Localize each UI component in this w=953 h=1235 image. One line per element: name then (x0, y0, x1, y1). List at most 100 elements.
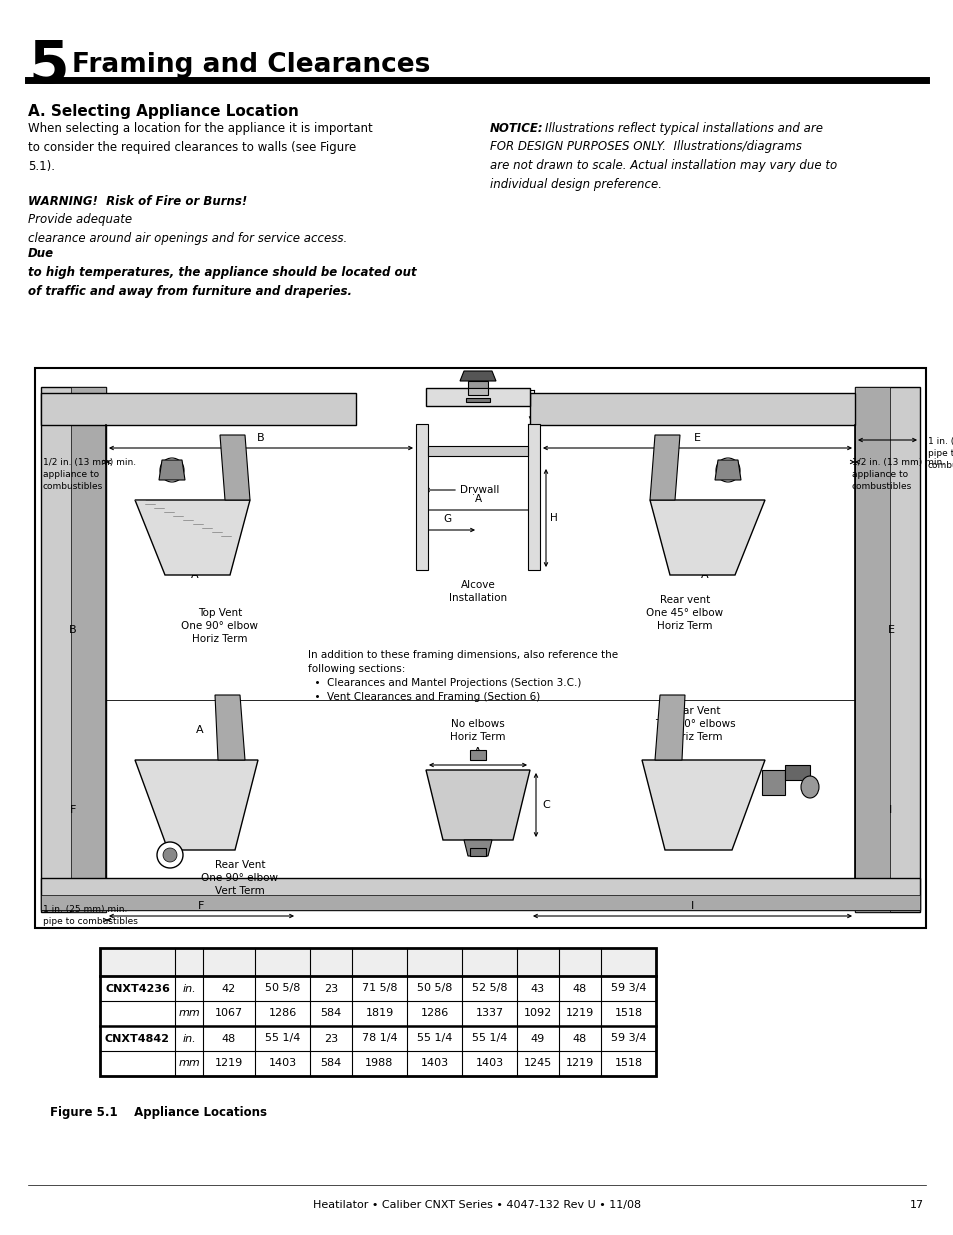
Polygon shape (463, 840, 492, 856)
Bar (100, 948, 656, 1076)
Text: 55 1/4: 55 1/4 (265, 1034, 300, 1044)
Text: A: A (196, 725, 204, 735)
Text: 55 1/4: 55 1/4 (472, 1034, 507, 1044)
Text: 52 5/8: 52 5/8 (471, 983, 507, 993)
Text: Rear vent
One 45° elbow
Horiz Term: Rear vent One 45° elbow Horiz Term (646, 595, 722, 631)
Text: 50 5/8: 50 5/8 (265, 983, 300, 993)
Bar (468, 382, 488, 388)
Text: 1819: 1819 (365, 1009, 394, 1019)
Text: in.: in. (182, 983, 195, 993)
Text: 584: 584 (320, 1058, 341, 1068)
Bar (41, 895, 919, 910)
Text: Rear Vent
Two 90° elbows
Horiz Term: Rear Vent Two 90° elbows Horiz Term (654, 705, 735, 742)
Bar (530, 393, 854, 425)
Text: A: A (224, 956, 233, 968)
Polygon shape (714, 459, 740, 480)
Text: 1 in. (25 mm) min.
pipe to combustibles: 1 in. (25 mm) min. pipe to combustibles (43, 905, 138, 926)
Text: 48: 48 (222, 1034, 236, 1044)
Text: B: B (70, 625, 77, 635)
Text: A: A (204, 810, 212, 820)
Text: 42: 42 (222, 983, 236, 993)
Text: Figure 5.1    Appliance Locations: Figure 5.1 Appliance Locations (50, 1107, 267, 1119)
Text: 1219: 1219 (214, 1058, 243, 1068)
Bar (468, 388, 488, 395)
Circle shape (157, 842, 183, 868)
Polygon shape (220, 435, 250, 500)
Text: A: A (685, 805, 693, 815)
Text: 1/2 in. (13 mm) min.
appliance to
combustibles: 1/2 in. (13 mm) min. appliance to combus… (851, 458, 944, 490)
Polygon shape (135, 500, 250, 576)
Bar (428, 446, 527, 456)
Text: I: I (625, 956, 630, 968)
Text: 1067: 1067 (214, 1009, 243, 1019)
Text: 49: 49 (530, 1034, 544, 1044)
Text: 71 5/8: 71 5/8 (361, 983, 396, 993)
Text: A. Selecting Appliance Location: A. Selecting Appliance Location (28, 104, 298, 119)
Text: B: B (257, 433, 265, 443)
Text: H: H (550, 513, 558, 522)
Polygon shape (649, 435, 679, 500)
Text: A: A (474, 747, 481, 757)
Text: C: C (541, 800, 549, 810)
Text: 23: 23 (324, 983, 337, 993)
Text: Due
to high temperatures, the appliance should be located out
of traffic and awa: Due to high temperatures, the appliance … (28, 247, 416, 298)
Text: 59 3/4: 59 3/4 (610, 983, 645, 993)
Text: No elbows
Horiz Term: No elbows Horiz Term (450, 719, 505, 742)
Bar (527, 424, 539, 571)
Text: 1219: 1219 (565, 1009, 594, 1019)
Polygon shape (459, 370, 496, 382)
Polygon shape (761, 769, 784, 795)
Text: NOTICE:: NOTICE: (490, 122, 543, 135)
Text: 1403: 1403 (420, 1058, 448, 1068)
Bar (470, 848, 485, 856)
Bar (470, 750, 485, 760)
Text: 59 3/4: 59 3/4 (610, 1034, 645, 1044)
Bar (41, 393, 355, 425)
Text: Heatilator • Caliber CNXT Series • 4047-132 Rev U • 11/08: Heatilator • Caliber CNXT Series • 4047-… (313, 1200, 640, 1210)
Text: 78 1/4: 78 1/4 (361, 1034, 396, 1044)
Text: F: F (485, 956, 494, 968)
Bar (784, 764, 809, 781)
Text: CNXT4842: CNXT4842 (105, 1034, 170, 1044)
Bar (71, 387, 106, 911)
Text: Framing and Clearances: Framing and Clearances (71, 52, 430, 78)
Text: 584: 584 (320, 1009, 341, 1019)
Text: 1286: 1286 (268, 1009, 296, 1019)
Text: mm: mm (178, 1009, 200, 1019)
Circle shape (160, 458, 184, 482)
Text: D: D (374, 956, 384, 968)
Text: A: A (474, 494, 481, 504)
Text: Model #: Model # (109, 956, 166, 968)
Text: I: I (888, 805, 892, 815)
Bar (854, 387, 889, 911)
Text: E: E (430, 956, 438, 968)
Bar (465, 398, 490, 403)
Text: A: A (700, 571, 708, 580)
Polygon shape (426, 769, 530, 840)
Text: 1988: 1988 (365, 1058, 394, 1068)
Text: 1403: 1403 (268, 1058, 296, 1068)
Text: E: E (886, 625, 894, 635)
Text: in.: in. (182, 1034, 195, 1044)
Text: Alcove
Installation: Alcove Installation (449, 580, 507, 603)
Text: B: B (277, 956, 287, 968)
Text: mm: mm (178, 1058, 200, 1068)
Text: 17: 17 (909, 1200, 923, 1210)
Polygon shape (655, 695, 684, 760)
Text: When selecting a location for the appliance it is important
to consider the requ: When selecting a location for the applia… (28, 122, 373, 173)
Bar (100, 948, 656, 976)
Text: 1245: 1245 (523, 1058, 552, 1068)
Bar (41, 878, 919, 910)
Bar (854, 387, 919, 911)
Text: 1286: 1286 (420, 1009, 448, 1019)
Text: F: F (198, 902, 205, 911)
Polygon shape (641, 760, 764, 850)
Text: 55 1/4: 55 1/4 (416, 1034, 452, 1044)
Text: I: I (690, 902, 694, 911)
Ellipse shape (801, 776, 818, 798)
Text: 1 in. (25 mm) mi
pipe to
combustibles: 1 in. (25 mm) mi pipe to combustibles (927, 437, 953, 469)
Text: Illustrations reflect typical installations and are: Illustrations reflect typical installati… (544, 122, 822, 135)
Text: Rear Vent
One 90° elbow
Vert Term: Rear Vent One 90° elbow Vert Term (201, 860, 278, 897)
Bar (41, 387, 106, 911)
Text: 5: 5 (28, 38, 69, 95)
